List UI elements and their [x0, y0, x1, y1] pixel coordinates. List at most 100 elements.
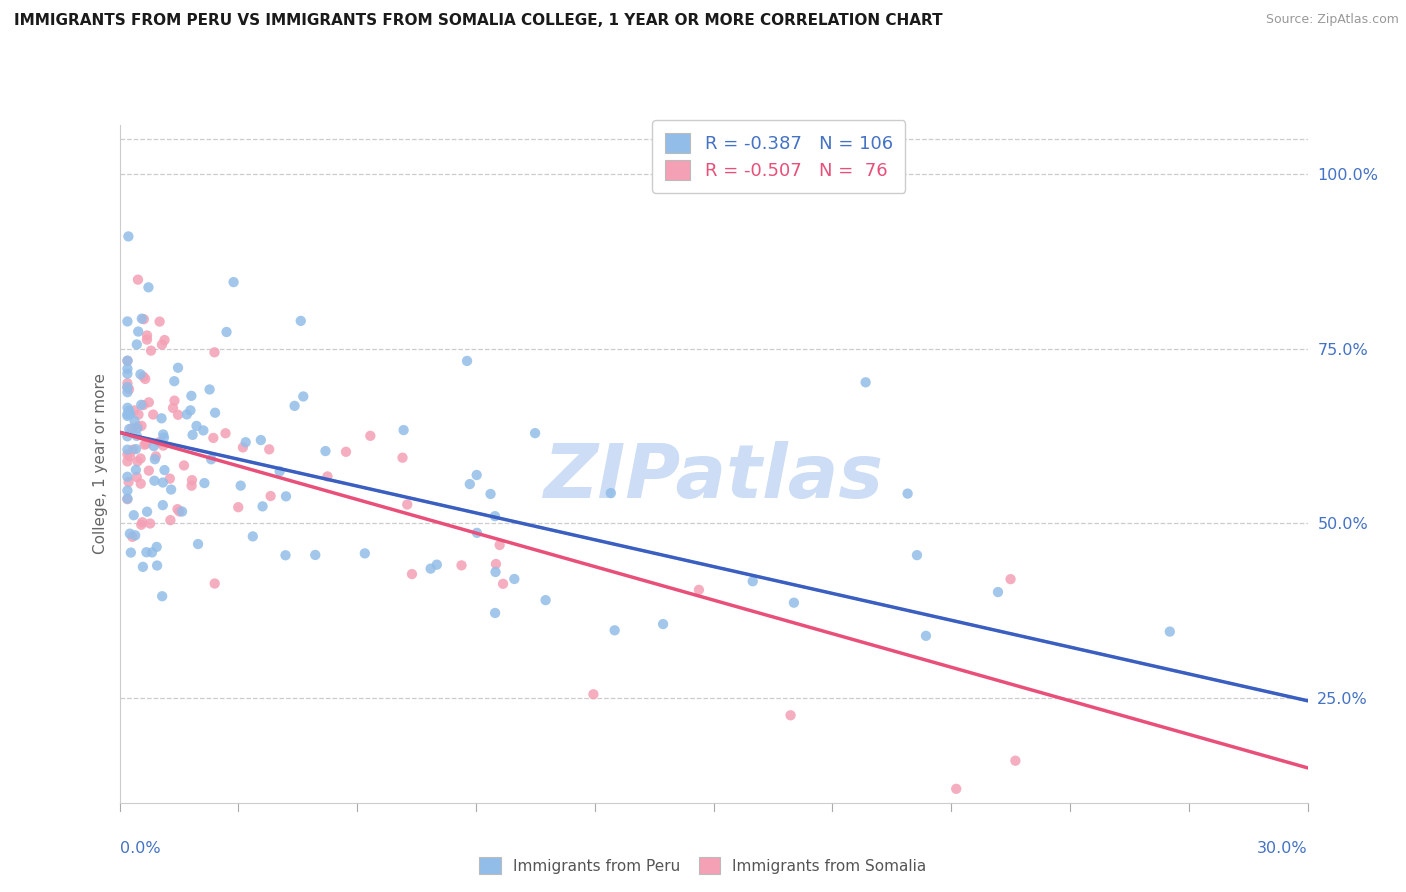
Text: IMMIGRANTS FROM PERU VS IMMIGRANTS FROM SOMALIA COLLEGE, 1 YEAR OR MORE CORRELAT: IMMIGRANTS FROM PERU VS IMMIGRANTS FROM …: [14, 13, 942, 29]
Point: [125, 429, 148, 443]
Point: [855, 376, 877, 390]
Point: [359, 429, 381, 443]
Point: [117, 492, 139, 507]
Point: [117, 361, 139, 376]
Point: [125, 470, 148, 484]
Point: [150, 411, 173, 425]
Point: [136, 328, 159, 343]
Point: [465, 525, 488, 540]
Point: [129, 476, 152, 491]
Legend: Immigrants from Peru, Immigrants from Somalia: Immigrants from Peru, Immigrants from So…: [474, 851, 932, 880]
Point: [169, 504, 191, 518]
Point: [160, 483, 183, 497]
Point: [229, 478, 252, 492]
Point: [150, 589, 173, 603]
Point: [456, 354, 478, 368]
Point: [945, 781, 967, 796]
Point: [250, 433, 273, 447]
Point: [187, 537, 209, 551]
Point: [204, 406, 226, 420]
Point: [129, 398, 152, 412]
Point: [127, 454, 149, 468]
Point: [492, 576, 515, 591]
Point: [117, 429, 139, 443]
Point: [149, 315, 172, 329]
Point: [166, 502, 188, 516]
Point: [118, 403, 141, 417]
Point: [135, 545, 157, 559]
Point: [173, 458, 195, 473]
Point: [242, 529, 264, 543]
Point: [316, 469, 339, 483]
Point: [117, 407, 139, 421]
Point: [503, 572, 526, 586]
Point: [353, 546, 375, 560]
Point: [162, 401, 184, 415]
Point: [314, 444, 336, 458]
Point: [117, 229, 139, 244]
Point: [186, 418, 208, 433]
Point: [1000, 572, 1022, 586]
Point: [117, 469, 139, 483]
Point: [269, 464, 291, 478]
Point: [582, 687, 605, 701]
Text: Source: ZipAtlas.com: Source: ZipAtlas.com: [1265, 13, 1399, 27]
Point: [125, 337, 148, 351]
Point: [150, 337, 173, 351]
Point: [905, 548, 928, 562]
Point: [127, 419, 149, 434]
Point: [118, 526, 141, 541]
Point: [897, 486, 920, 500]
Point: [117, 454, 139, 468]
Point: [465, 467, 488, 482]
Point: [128, 408, 150, 422]
Point: [121, 421, 143, 435]
Point: [232, 441, 254, 455]
Point: [779, 708, 801, 723]
Point: [132, 312, 155, 326]
Point: [139, 343, 162, 358]
Point: [138, 464, 160, 478]
Point: [118, 382, 141, 396]
Point: [652, 617, 675, 632]
Point: [138, 280, 160, 294]
Point: [117, 409, 139, 423]
Y-axis label: College, 1 year or more: College, 1 year or more: [93, 374, 108, 554]
Point: [117, 447, 139, 461]
Point: [419, 561, 441, 575]
Point: [200, 452, 222, 467]
Point: [117, 354, 139, 368]
Point: [163, 393, 186, 408]
Point: [226, 500, 249, 515]
Point: [146, 558, 169, 573]
Point: [401, 567, 423, 582]
Point: [117, 376, 139, 391]
Point: [153, 431, 176, 445]
Point: [117, 401, 139, 415]
Point: [179, 403, 201, 417]
Point: [167, 360, 190, 375]
Point: [1004, 754, 1026, 768]
Point: [202, 431, 225, 445]
Point: [688, 582, 710, 597]
Point: [284, 399, 307, 413]
Point: [603, 624, 626, 638]
Point: [127, 273, 149, 287]
Point: [159, 472, 181, 486]
Text: 30.0%: 30.0%: [1257, 841, 1308, 856]
Point: [180, 389, 202, 403]
Point: [167, 408, 190, 422]
Point: [117, 483, 139, 498]
Point: [129, 368, 152, 382]
Point: [392, 423, 415, 437]
Point: [915, 629, 938, 643]
Point: [129, 517, 152, 532]
Point: [426, 558, 449, 572]
Point: [152, 498, 174, 512]
Point: [159, 513, 181, 527]
Point: [117, 381, 139, 395]
Point: [783, 596, 806, 610]
Point: [120, 545, 142, 559]
Point: [153, 333, 176, 347]
Point: [131, 515, 153, 529]
